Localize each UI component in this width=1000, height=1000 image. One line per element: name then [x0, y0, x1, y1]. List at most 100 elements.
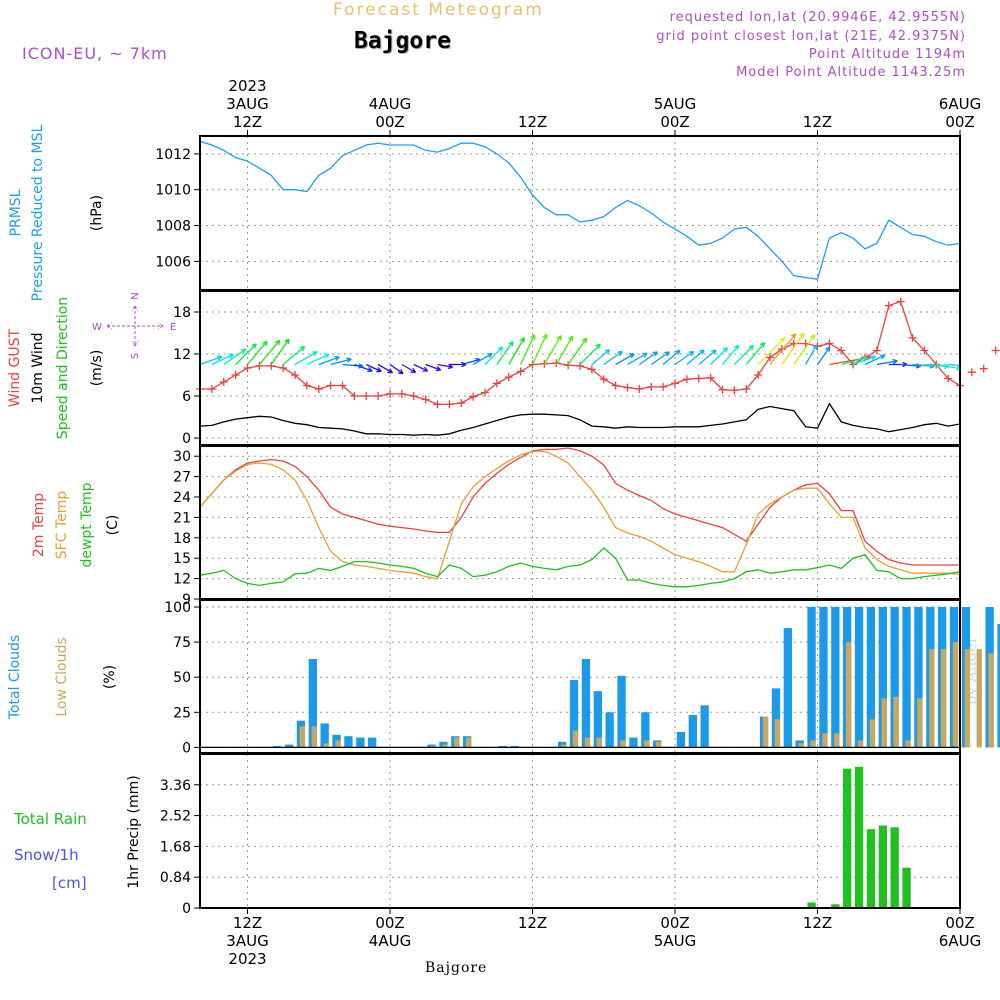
wind-direction-arrow [674, 350, 695, 366]
wind-gust-marker [991, 346, 1000, 355]
clouds-series-total-clouds-bar [273, 746, 282, 748]
clouds-series-total-clouds-bar [902, 607, 911, 748]
clouds-series-low-clouds-bar [881, 698, 887, 748]
clouds-series-total-clouds-bar [866, 607, 876, 748]
wind-axis-label: (m/s) [89, 350, 105, 387]
bottom-time-label: 00Z [945, 914, 974, 932]
wind-direction-arrow [306, 353, 330, 366]
wind-axis-label: 10m Wind [30, 332, 46, 403]
bottom-time-label: 12Z [803, 914, 832, 932]
wind-direction-arrow [972, 361, 996, 365]
precip-series-total-rain-bar [866, 829, 876, 908]
wind-gust-marker [291, 371, 299, 379]
wind-gust-marker [635, 385, 644, 393]
temperature-ytick-label: 15 [173, 551, 191, 567]
clouds-ytick-label: 0 [182, 740, 191, 756]
pressure-axis-label: (hPa) [89, 195, 105, 231]
wind-direction-arrow [805, 344, 818, 365]
wind-gust-marker [421, 395, 430, 404]
precip-ytick-label: 0 [182, 901, 191, 917]
location-title: Bajgore [354, 28, 451, 54]
temperature-ytick-label: 18 [173, 531, 191, 547]
wind-gust-marker [326, 381, 335, 390]
precip-series-total-rain-bar [902, 867, 911, 908]
wind-direction-arrow [960, 362, 985, 366]
bottom-location-label: Bajgore [425, 960, 488, 976]
wind-axis-label: Speed and Direction [55, 297, 71, 439]
wind-ytick-label: 0 [182, 431, 191, 447]
wind-direction-arrow [223, 348, 247, 366]
top-time-label: 3AUG [226, 95, 268, 113]
clouds-series-low-clouds-bar [976, 649, 982, 748]
wind-direction-arrow [639, 351, 658, 366]
wind-gust-marker [777, 345, 786, 354]
wind-direction-arrow [200, 355, 223, 366]
wind-direction-arrow [876, 358, 898, 366]
bottom-time-label: 00Z [375, 914, 404, 932]
clouds-series-total-clouds-bar [581, 659, 591, 748]
temperature-series-sfc-temp [200, 450, 960, 580]
wind-gust-marker [219, 378, 228, 386]
wind-direction-arrow [781, 332, 805, 365]
pressure-axis-label: Pressure Reduced to MSL [30, 124, 46, 301]
top-time-label: 12Z [803, 113, 832, 131]
clouds-axis-label: (%) [102, 665, 118, 689]
clouds-series-low-clouds-bar [988, 653, 994, 748]
clouds-series-total-clouds-bar [617, 675, 626, 748]
wind-gust-marker [492, 379, 501, 388]
wind-direction-arrow [686, 349, 705, 365]
clouds-series-low-clouds-bar [454, 737, 460, 748]
clouds-series-low-clouds-bar [442, 744, 448, 748]
wind-gust-marker [884, 301, 893, 310]
wind-gust-marker [694, 374, 703, 383]
wind-direction-arrow [354, 363, 373, 373]
wind-direction-arrow [543, 335, 562, 365]
clouds-series-low-clouds-bar [869, 719, 875, 748]
clouds-series-total-clouds-bar [688, 715, 697, 748]
clouds-series-low-clouds-bar [323, 743, 329, 748]
top-time-label: 6AUG [939, 95, 981, 113]
wind-direction-arrow [294, 351, 318, 366]
requested-coords: requested lon,lat (20.9946E, 42.9555N) [669, 10, 966, 25]
bottom-time-label: 3AUG [226, 932, 268, 950]
wind-gust-marker [718, 385, 727, 394]
clouds-series-total-clouds-bar [854, 607, 864, 748]
wind-ytick-label: 6 [182, 389, 191, 405]
clouds-series-total-clouds-bar [356, 737, 365, 748]
precip-series-total-rain-bar [878, 825, 887, 908]
clouds-series-low-clouds-bar [857, 740, 864, 748]
bottom-time-label: 6AUG [939, 932, 981, 950]
clouds-ytick-label: 50 [173, 670, 191, 686]
wind-gust-marker [682, 375, 691, 384]
clouds-series-low-clouds-bar [917, 698, 923, 748]
clouds-series-low-clouds-bar [964, 649, 970, 748]
wind-gust-marker [350, 392, 359, 400]
clouds-series-total-clouds-bar [819, 607, 828, 748]
clouds-series-total-clouds-bar [344, 736, 353, 748]
wind-gust-marker [397, 389, 406, 398]
wind-gust-marker [267, 361, 276, 370]
wind-gust-marker [896, 297, 905, 306]
clouds-series-low-clouds-bar [822, 733, 828, 748]
wind-gust-marker [207, 385, 216, 393]
wind-ytick-label: 12 [173, 347, 191, 363]
clouds-series-total-clouds-bar [593, 691, 602, 748]
pressure-ytick-label: 1010 [155, 183, 191, 199]
wind-gust-marker [825, 339, 834, 348]
wind-direction-arrow [531, 333, 548, 365]
wind-direction-arrow [413, 363, 429, 372]
clouds-series-low-clouds-bar [430, 746, 436, 748]
clouds-series-total-clouds-bar [368, 737, 377, 748]
temperature-series-dewpt-temp [200, 547, 960, 588]
top-time-label: 00Z [945, 113, 974, 131]
clouds-series-total-clouds-bar [605, 712, 614, 748]
clouds-series-low-clouds-bar [620, 740, 626, 748]
clouds-series-low-clouds-bar [584, 737, 590, 748]
wind-direction-arrow [852, 355, 876, 366]
pressure-ytick-label: 1012 [155, 147, 191, 163]
precip-axis-label: 1hr Precip (mm) [126, 775, 142, 888]
wind-gust-marker [314, 385, 323, 393]
wind-gust-marker [516, 367, 525, 376]
wind-gust-marker [362, 392, 371, 400]
wind-gust-marker [730, 386, 739, 395]
